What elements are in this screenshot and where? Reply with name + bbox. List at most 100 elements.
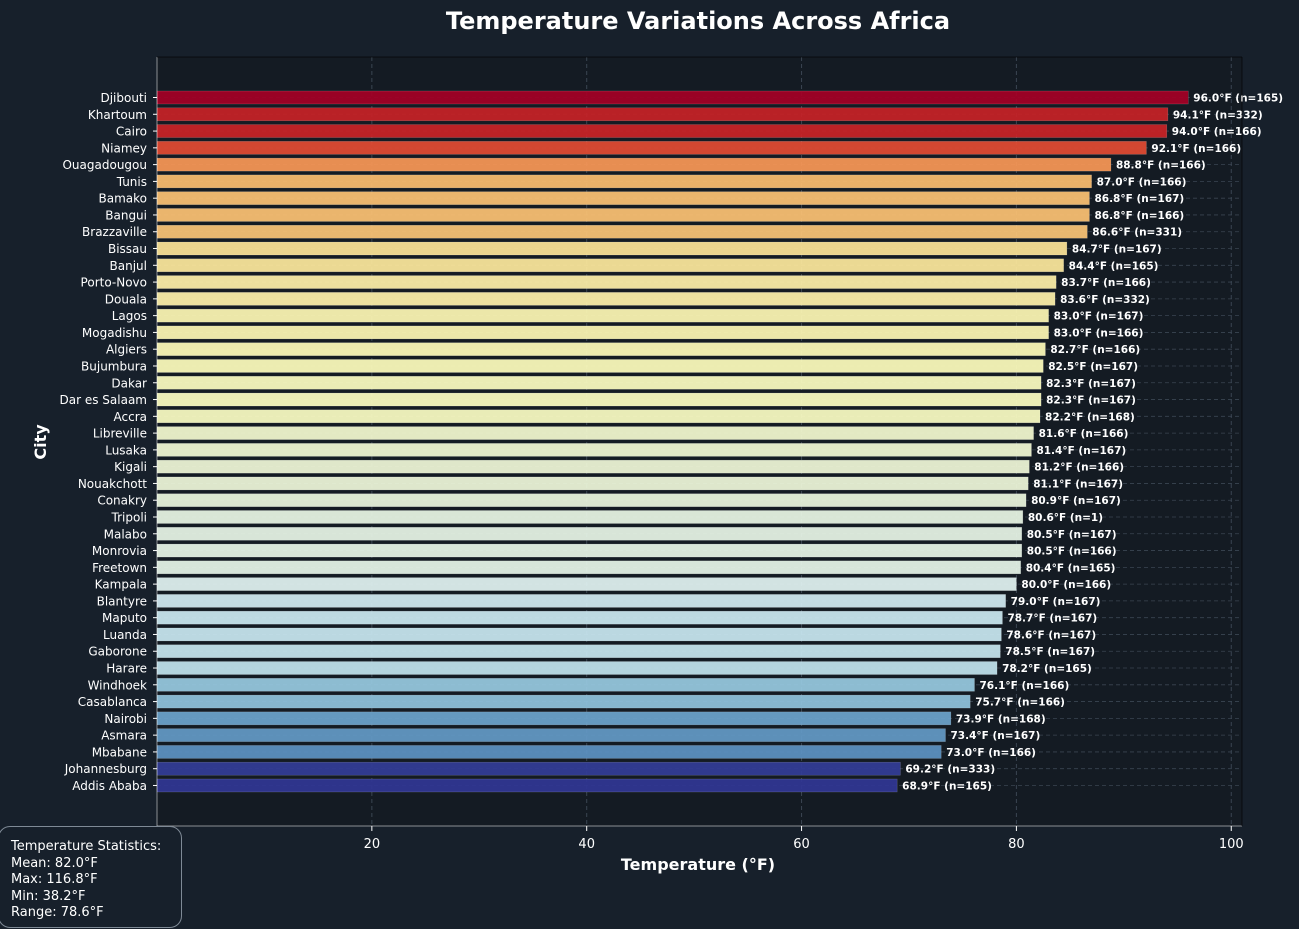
y-tick-label: Windhoek (88, 678, 147, 692)
bar (156, 157, 1112, 172)
bar (156, 610, 1003, 625)
y-tick-label: Blantyre (97, 594, 147, 608)
data-label: 82.3°F (n=167) (1046, 378, 1136, 390)
bar (156, 342, 1046, 356)
y-tick-label: Mogadishu (82, 326, 147, 340)
data-label: 80.9°F (n=167) (1031, 495, 1121, 507)
data-label: 69.2°F (n=333) (905, 764, 995, 776)
y-tick-label: Douala (105, 292, 147, 306)
x-tick-label: 60 (793, 837, 810, 852)
data-label: 78.2°F (n=165) (1002, 663, 1092, 675)
bar (156, 560, 1021, 575)
data-label: 86.8°F (n=167) (1094, 193, 1184, 205)
bar (156, 711, 952, 726)
y-tick-label: Lusaka (105, 443, 147, 457)
y-tick-label: Kigali (114, 460, 147, 474)
y-tick-label: Ouagadougou (62, 158, 147, 172)
data-label: 81.6°F (n=166) (1039, 428, 1129, 440)
x-axis-label: Temperature (°F) (621, 855, 775, 874)
plot-area (157, 57, 1242, 826)
y-tick-label: Conakry (97, 494, 147, 508)
data-label: 80.6°F (n=1) (1028, 512, 1103, 524)
data-label: 81.4°F (n=167) (1036, 445, 1126, 457)
data-label: 80.5°F (n=167) (1027, 529, 1117, 541)
data-label: 73.0°F (n=166) (946, 747, 1036, 759)
statistics-box: Temperature Statistics: Mean: 82.0°F Max… (0, 826, 182, 928)
y-tick-label: Algiers (106, 343, 147, 357)
y-tick-label: Bujumbura (81, 359, 147, 373)
y-tick-label: Casablanca (78, 695, 147, 709)
y-tick-label: Nouakchott (78, 477, 147, 491)
data-label: 92.1°F (n=166) (1151, 143, 1241, 155)
data-label: 84.7°F (n=167) (1072, 244, 1162, 256)
y-tick-label: Dar es Salaam (60, 393, 148, 407)
bar (156, 661, 998, 675)
stats-mean: Mean: 82.0°F (11, 855, 98, 871)
data-label: 82.2°F (n=168) (1045, 411, 1135, 423)
y-tick-label: Libreville (93, 427, 147, 441)
data-label: 80.0°F (n=166) (1021, 579, 1111, 591)
y-tick-label: Cairo (116, 125, 147, 139)
data-label: 96.0°F (n=165) (1193, 93, 1283, 105)
bar (156, 778, 898, 793)
data-label: 80.4°F (n=165) (1026, 562, 1116, 574)
data-label: 75.7°F (n=166) (975, 697, 1065, 709)
y-tick-label: Bissau (108, 242, 147, 256)
bar (156, 325, 1049, 340)
y-tick-label: Nairobi (104, 712, 147, 726)
data-label: 78.6°F (n=167) (1006, 629, 1096, 641)
y-tick-label: Djibouti (100, 91, 147, 105)
y-tick-label: Freetown (92, 561, 147, 575)
y-axis-label: City (31, 424, 50, 460)
bar (156, 577, 1017, 591)
data-label: 87.0°F (n=166) (1097, 176, 1187, 188)
data-label: 82.7°F (n=166) (1050, 344, 1140, 356)
bar (156, 376, 1042, 390)
y-tick-label: Brazzaville (82, 225, 147, 239)
data-label: 83.0°F (n=167) (1054, 311, 1144, 323)
y-tick-label: Lagos (112, 309, 147, 323)
data-label: 79.0°F (n=167) (1011, 596, 1101, 608)
bar (156, 527, 1023, 541)
data-label: 80.5°F (n=166) (1027, 546, 1117, 558)
bar (156, 359, 1044, 373)
bar (156, 241, 1068, 256)
data-label: 81.1°F (n=167) (1033, 478, 1123, 490)
y-tick-label: Maputo (102, 611, 147, 625)
bar (156, 308, 1049, 323)
data-label: 86.8°F (n=166) (1094, 210, 1184, 222)
bar (156, 627, 1002, 642)
bar (156, 426, 1034, 440)
y-tick-label: Dakar (111, 376, 147, 390)
data-label: 83.0°F (n=166) (1054, 327, 1144, 339)
x-tick-label: 100 (1219, 837, 1244, 852)
data-label: 81.2°F (n=166) (1034, 462, 1124, 474)
y-tick-label: Banjul (110, 259, 147, 273)
bar (156, 728, 946, 742)
y-tick-label: Niamey (101, 141, 147, 155)
y-tick-label: Bangui (105, 208, 147, 222)
bar (156, 594, 1006, 608)
data-label: 82.5°F (n=167) (1048, 361, 1138, 373)
bar (156, 224, 1088, 239)
y-tick-label: Mbabane (92, 745, 147, 759)
bar (156, 644, 1001, 658)
y-tick-label: Accra (114, 410, 147, 424)
y-tick-label: Gaborone (88, 645, 147, 659)
x-tick-label: 80 (1008, 837, 1025, 852)
stats-heading: Temperature Statistics: (11, 839, 162, 854)
bar (156, 694, 971, 709)
data-label: 78.5°F (n=167) (1005, 646, 1095, 658)
bar (156, 678, 975, 692)
y-tick-label: Tripoli (111, 511, 147, 525)
data-label: 82.3°F (n=167) (1046, 395, 1136, 407)
bar (156, 275, 1057, 289)
bar (156, 90, 1189, 105)
data-label: 84.4°F (n=165) (1069, 260, 1159, 272)
data-label: 88.8°F (n=166) (1116, 160, 1206, 172)
bar (156, 459, 1030, 474)
data-label: 94.0°F (n=166) (1172, 126, 1262, 138)
data-label: 83.7°F (n=166) (1061, 277, 1151, 289)
chart-title: Temperature Variations Across Africa (446, 7, 950, 35)
